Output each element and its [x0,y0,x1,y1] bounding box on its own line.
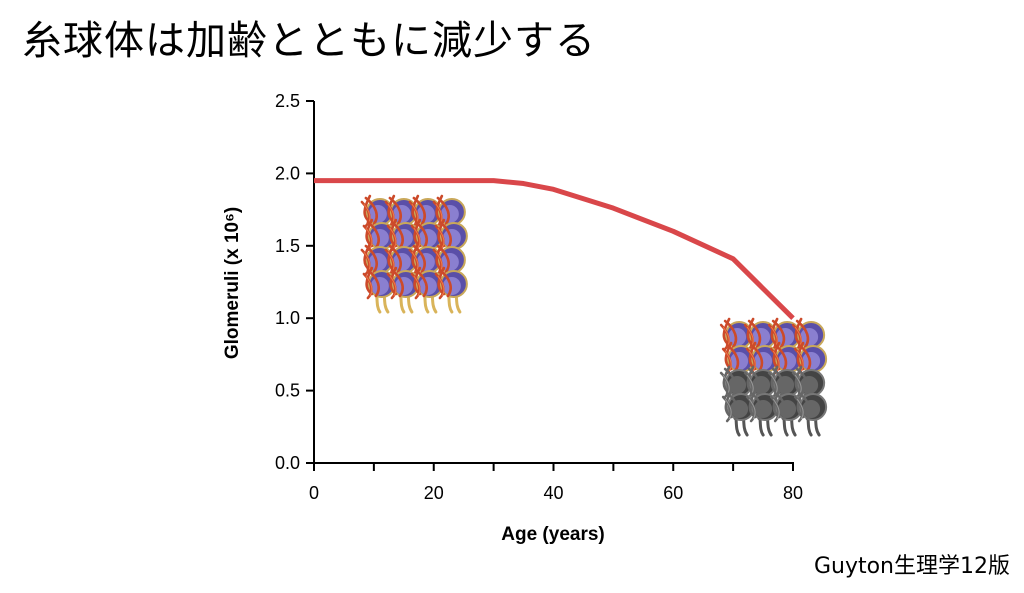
y-tick-label: 0.5 [275,381,300,401]
glomerulus-icon [408,194,442,242]
y-tick-label: 0.0 [275,453,300,473]
slide-title: 糸球体は加齢とともに減少する [22,18,596,64]
x-tick-label: 40 [543,483,563,503]
glomerulus-icon [791,365,826,413]
glomerulus-icon [745,389,780,437]
glomeruli-illustrations [360,194,828,437]
glomerulus-icon [432,194,466,242]
glomerulus-icon [362,266,396,314]
x-tick-label: 0 [309,483,319,503]
glomerulus-icon [719,365,754,413]
x-tick-label: 60 [663,483,683,503]
x-tick-label: 20 [424,483,444,503]
y-tick-label: 1.5 [275,236,300,256]
glomerulus-icon [767,317,802,365]
y-tick-label: 1.0 [275,308,300,328]
source-note: Guyton生理学12版 [813,554,1010,579]
glomerulus-icon [386,266,420,314]
glomerulus-icon [410,266,444,314]
glomerulus-icon [384,194,418,242]
glomerulus-icon [434,266,468,314]
x-tick-label: 80 [783,483,803,503]
glomerulus-icon [721,341,756,389]
glomerulus-icon [384,242,418,290]
x-axis-title: Age (years) [501,524,605,545]
y-axis-title: Glomeruli (x 10⁶) [222,207,243,359]
glomerulus-icon [386,218,420,266]
old-glomeruli-cluster [719,317,828,437]
tick-labels: 0.0 0.5 1.0 1.5 2.0 2.5 0 20 40 60 80 [275,91,803,503]
young-glomeruli-cluster [360,194,468,314]
y-tick-label: 2.0 [275,163,300,183]
series-line-0 [314,178,795,320]
glomerulus-icon [743,365,778,413]
glomerulus-icon [434,218,468,266]
y-tick-label: 2.5 [275,91,300,111]
glomerulus-icon [793,389,828,437]
glomerulus-icon [721,389,756,437]
glomerulus-icon [769,389,804,437]
axes [306,100,794,471]
series-layer [314,178,795,320]
glomerulus-icon [791,317,826,365]
